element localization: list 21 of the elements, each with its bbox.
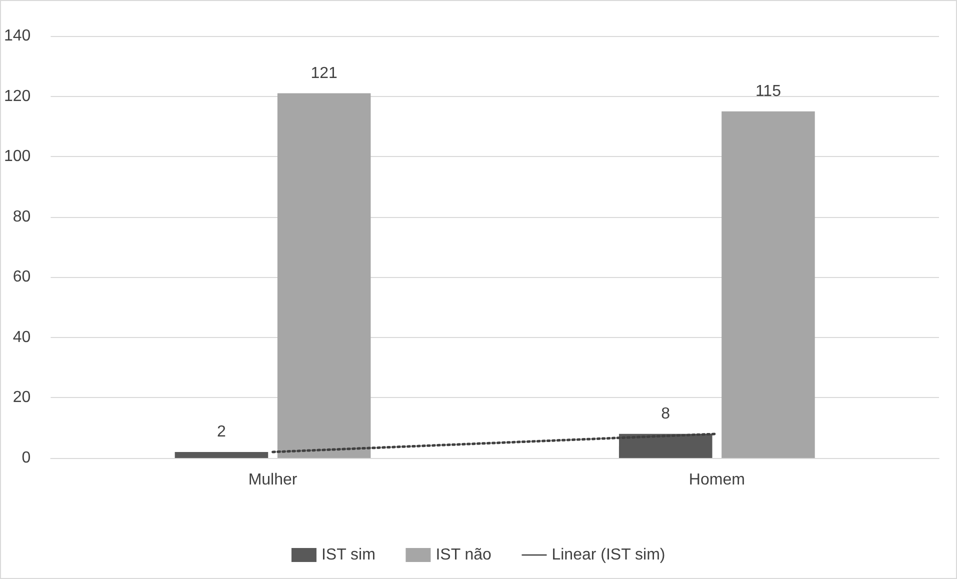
legend-label: IST não (436, 546, 492, 564)
legend-label: Linear (IST sim) (552, 546, 666, 564)
bar (618, 434, 712, 458)
y-tick-label: 100 (4, 148, 31, 166)
bar (277, 93, 371, 458)
data-label: 8 (661, 405, 670, 422)
legend-label: IST sim (321, 546, 376, 564)
y-tick-label: 80 (12, 208, 31, 226)
y-tick-label: 120 (4, 88, 31, 105)
x-tick-label: Mulher (248, 472, 298, 488)
y-tick-label: 60 (12, 268, 31, 286)
data-label: 115 (755, 82, 782, 100)
y-tick-label: 20 (12, 389, 31, 406)
bar (174, 452, 268, 458)
data-label: 2 (217, 423, 226, 440)
y-tick-label: 0 (22, 450, 31, 466)
y-tick-label: 140 (4, 28, 31, 44)
data-label: 121 (310, 64, 338, 82)
bar (722, 111, 815, 458)
x-tick-label: Homem (688, 472, 745, 488)
y-tick-label: 40 (12, 328, 31, 346)
